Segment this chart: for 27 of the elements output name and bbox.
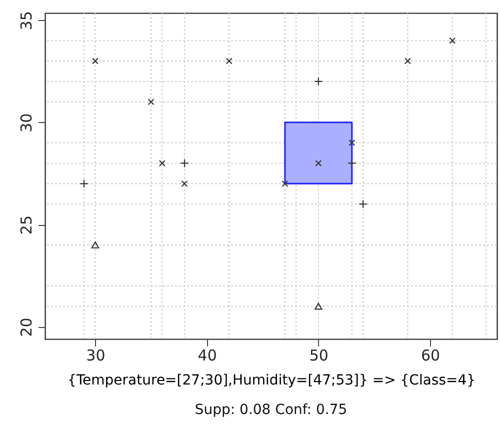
y-tick-label: 35 <box>18 11 36 30</box>
point <box>226 58 232 64</box>
x-tick-label: 50 <box>309 346 328 364</box>
x-axis-title: {Temperature=[27;30],Humidity=[47;53]} => {Class=4} <box>67 372 476 388</box>
text: Supp: 0.08 Conf: 0.75 <box>194 402 348 418</box>
point <box>347 158 356 168</box>
point <box>315 160 322 166</box>
point <box>348 140 356 146</box>
point <box>358 200 368 209</box>
x-tick-label: 30 <box>86 346 106 364</box>
point <box>314 302 322 310</box>
y-tick-label: 25 <box>18 215 36 235</box>
y-tick-label: 30 <box>18 113 36 132</box>
point <box>158 160 166 166</box>
point <box>404 58 411 64</box>
point <box>180 158 189 168</box>
point <box>314 77 323 86</box>
point <box>80 179 88 188</box>
point <box>92 58 98 64</box>
point <box>91 242 100 248</box>
point <box>181 180 188 187</box>
x-tick-label: 40 <box>198 346 217 364</box>
point <box>148 98 154 106</box>
x-tick-label: 60 <box>420 346 440 364</box>
point <box>449 37 456 44</box>
point <box>282 180 288 187</box>
y-tick-label: 20 <box>18 318 36 337</box>
